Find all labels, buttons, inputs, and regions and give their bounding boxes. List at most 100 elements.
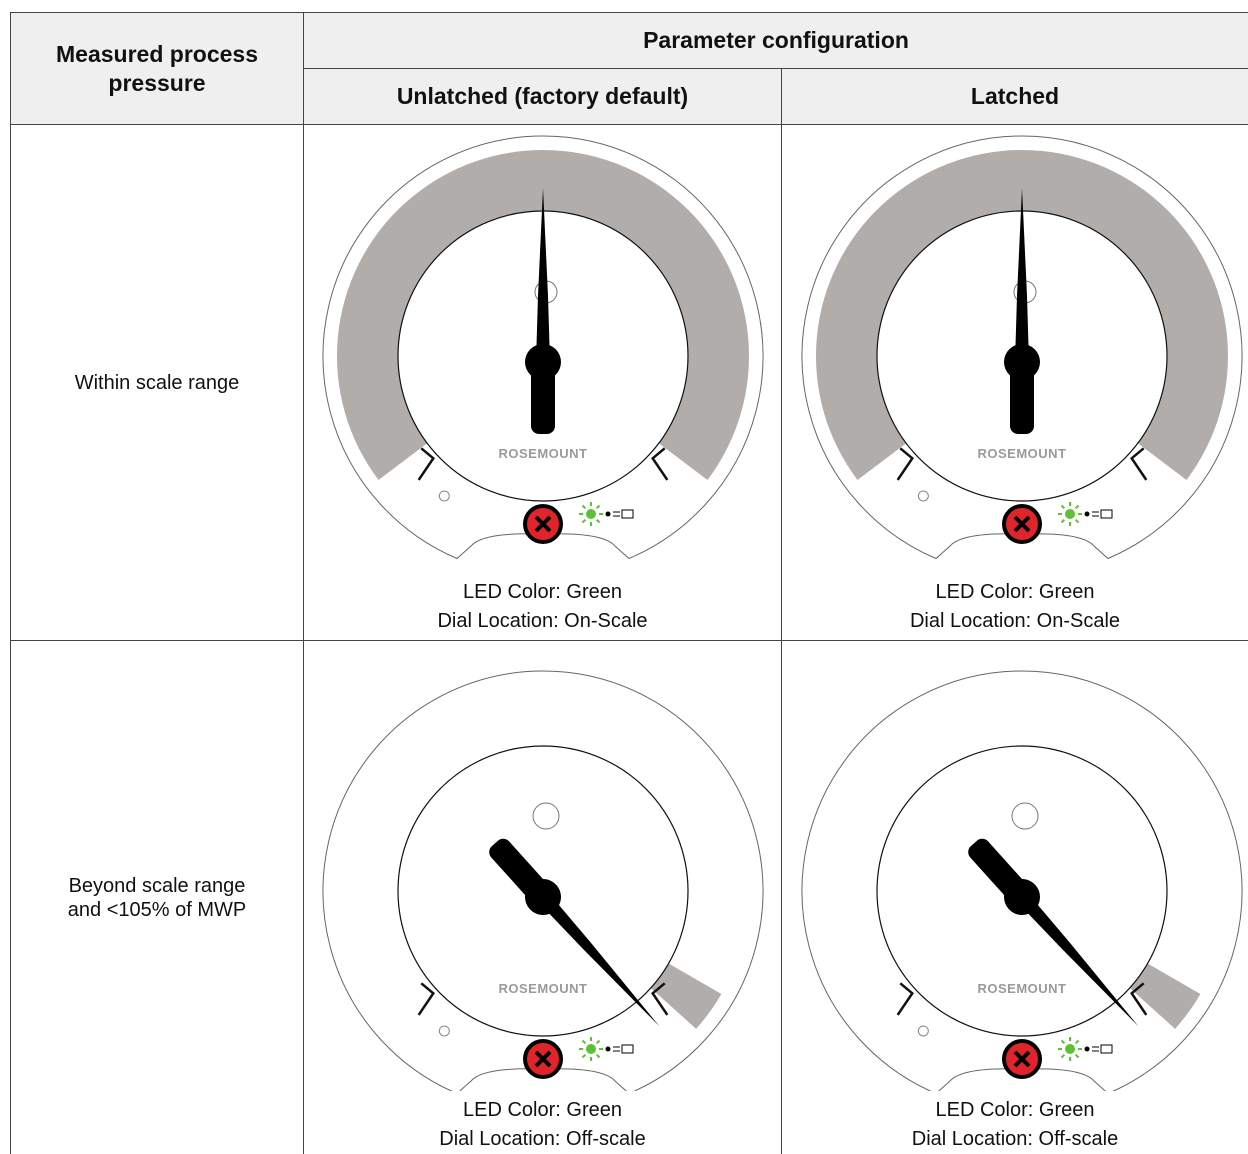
header-text: Latched (970, 83, 1060, 109)
led-ray (1074, 518, 1080, 524)
led-ray (581, 504, 587, 510)
scale-band (337, 150, 749, 480)
led-ray (581, 1053, 587, 1059)
caption: LED Color: Green Dial Location: On-Scale (304, 578, 781, 636)
stop-pin (1011, 802, 1039, 830)
equals (613, 511, 620, 517)
row-label: Within scale range (10, 124, 303, 640)
row-label: Beyond scale range and <105% of MWP (10, 640, 303, 1154)
tick (896, 447, 914, 481)
equals (1092, 511, 1099, 517)
pin (917, 1025, 929, 1037)
led-ray (1060, 1039, 1066, 1045)
caption-line: Dial Location: On-Scale (437, 610, 648, 632)
tick (896, 982, 914, 1016)
header-text: Parameter configuration (643, 27, 909, 53)
led-ray (1074, 504, 1080, 510)
led-ray (595, 504, 601, 510)
tick (417, 447, 435, 481)
needle (489, 838, 660, 1027)
header-cell: Unlatched (factory default) (303, 68, 781, 124)
led (1065, 1044, 1075, 1054)
needle-tail (489, 838, 549, 902)
led-ray (1074, 1053, 1080, 1059)
gauge: ROSEMOUNT (322, 670, 764, 1091)
needle-tail (968, 838, 1028, 902)
pin (438, 1025, 450, 1037)
needle-shaft (1015, 188, 1029, 362)
caption: LED Color: Green Dial Location: On-Scale (782, 578, 1248, 636)
equals (1092, 1046, 1099, 1052)
header-cell: Latched (781, 68, 1248, 124)
needle-tail (1010, 362, 1034, 434)
row-label-line: and <105% of MWP (67, 898, 247, 921)
led-ray (595, 1053, 601, 1059)
gauge: ROSEMOUNT (801, 135, 1243, 560)
caption: LED Color: Green Dial Location: Off-scale (782, 1096, 1248, 1154)
caption-line: Dial Location: Off-scale (911, 1128, 1119, 1150)
gauge: ROSEMOUNT (801, 670, 1243, 1091)
header-text: Measured process pressure (56, 40, 258, 96)
gauge: ROSEMOUNT (322, 135, 764, 560)
row-label-line: Beyond scale range (68, 874, 246, 897)
gauge-cell: ROSEMOUNT LED Color: Green Dial Location: … (303, 640, 781, 1154)
needle-shaft (537, 892, 660, 1027)
led-ray (595, 518, 601, 524)
stop-pin (532, 802, 560, 830)
row-label-line: Within scale range (74, 371, 240, 394)
caption-line: LED Color: Green (935, 581, 1095, 603)
tick (651, 447, 669, 481)
header-text: Unlatched (factory default) (396, 83, 689, 109)
needle (525, 188, 561, 434)
scale-band (1129, 963, 1201, 1029)
pin (438, 490, 450, 502)
caption-line: LED Color: Green (463, 581, 622, 603)
header-group: Parameter configuration (303, 12, 1248, 68)
gauge-cell: ROSEMOUNT LED Color: Green Dial Location: … (781, 640, 1248, 1154)
caption-line: LED Color: Green (463, 1099, 622, 1121)
led-dot (1084, 1046, 1090, 1052)
dial-face (397, 745, 689, 1037)
led (586, 1044, 596, 1054)
needle-tail (531, 362, 555, 434)
led-ray (595, 1039, 601, 1045)
dial-face (876, 745, 1168, 1037)
tick (651, 982, 669, 1016)
brand: ROSEMOUNT (499, 446, 588, 461)
screw-x (534, 1050, 552, 1068)
pin (917, 490, 929, 502)
needle-shaft (536, 188, 550, 362)
battery (1100, 509, 1113, 519)
needle (1004, 188, 1040, 434)
led-dot (605, 511, 611, 517)
brand: ROSEMOUNT (499, 981, 588, 996)
tick (1130, 447, 1148, 481)
battery (1100, 1044, 1113, 1054)
led (1065, 509, 1075, 519)
screw-x (1013, 1050, 1031, 1068)
led-ray (1060, 518, 1066, 524)
scale-band (650, 963, 722, 1029)
led (586, 509, 596, 519)
led-dot (1084, 511, 1090, 517)
needle-shaft (1016, 892, 1139, 1027)
equals (613, 1046, 620, 1052)
led-ray (581, 1039, 587, 1045)
led-ray (1074, 1039, 1080, 1045)
scale-band (816, 150, 1228, 480)
caption: LED Color: Green Dial Location: Off-scale (304, 1096, 781, 1154)
gauge-cell: ROSEMOUNT LED Color: Green Dial Location: … (781, 124, 1248, 640)
gauge-cell: ROSEMOUNT LED Color: Green Dial Location: … (303, 124, 781, 640)
caption-line: Dial Location: Off-scale (439, 1128, 646, 1150)
brand: ROSEMOUNT (978, 446, 1067, 461)
header-cell: Measured process pressure (10, 12, 303, 124)
needle (968, 838, 1139, 1027)
battery (621, 1044, 634, 1054)
caption-line: LED Color: Green (935, 1099, 1095, 1121)
led-ray (1060, 504, 1066, 510)
tick (1130, 982, 1148, 1016)
screw-x (1013, 515, 1031, 533)
led-ray (1060, 1053, 1066, 1059)
led-dot (605, 1046, 611, 1052)
